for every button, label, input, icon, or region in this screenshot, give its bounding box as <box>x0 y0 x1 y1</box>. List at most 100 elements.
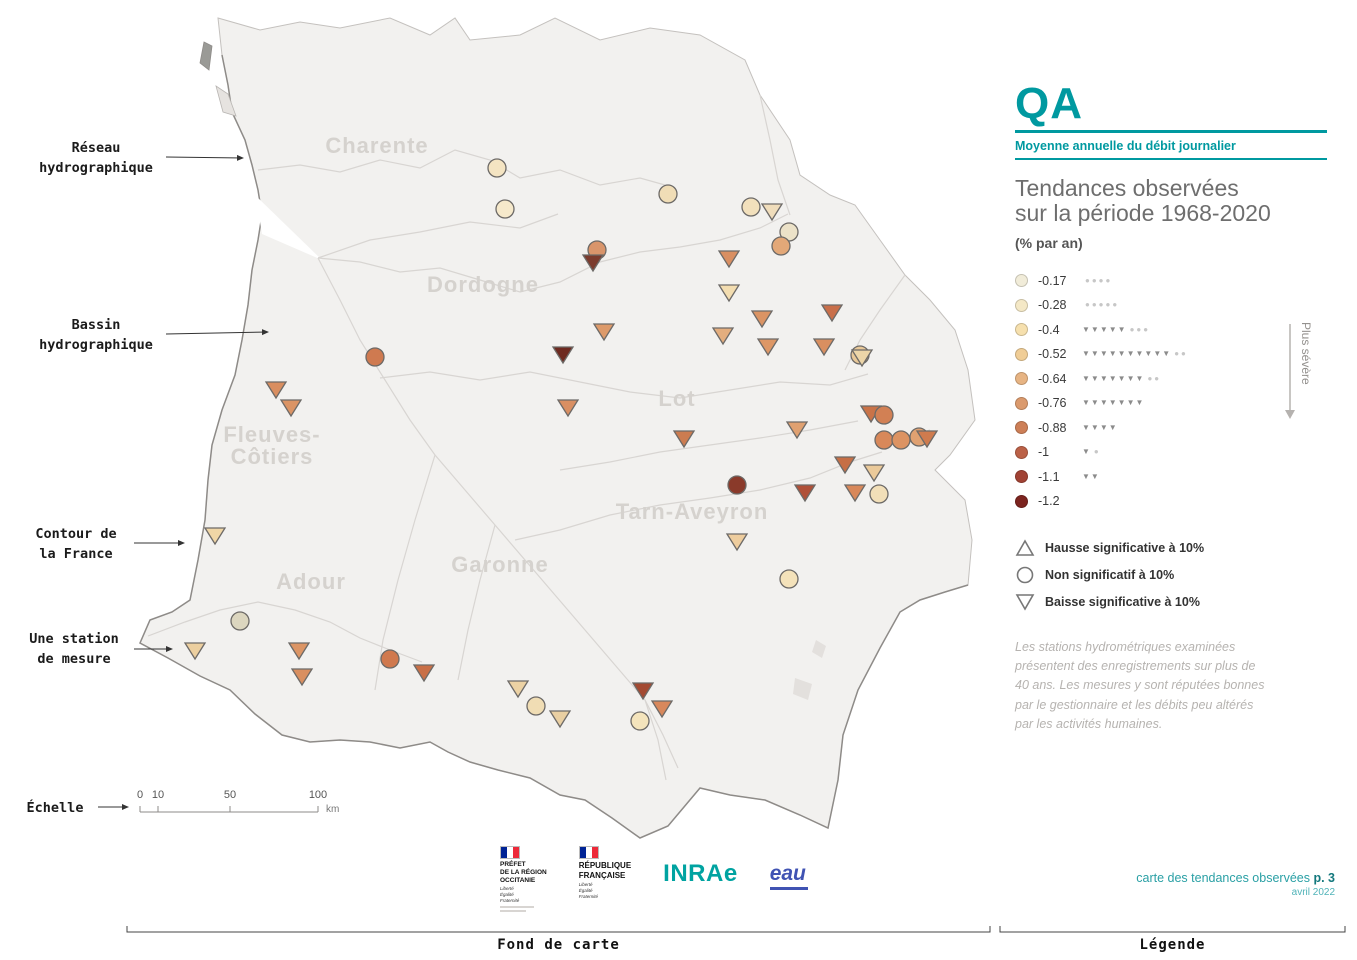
legend-scale-row: -0.88 ▼▼▼▼ <box>1015 416 1327 441</box>
page-caption: carte des tendances observées p. 3 avril… <box>1136 871 1335 898</box>
station-marker[interactable] <box>793 484 817 503</box>
color-swatch <box>1015 494 1028 508</box>
bracket-label-legende: Légende <box>1139 937 1206 953</box>
station-marker[interactable] <box>812 338 836 357</box>
station-marker[interactable] <box>287 642 311 661</box>
triangle-up-icon <box>1015 538 1035 556</box>
station-marker[interactable] <box>874 430 894 450</box>
station-marker[interactable] <box>725 533 749 552</box>
station-marker[interactable] <box>548 710 572 729</box>
distribution-markers: ●●●●● <box>1085 300 1120 310</box>
station-marker[interactable] <box>279 399 303 418</box>
logo-motto: Liberté Égalité Fraternité <box>500 886 520 904</box>
station-marker[interactable] <box>380 649 400 669</box>
severity-axis: Plus sévère <box>1283 322 1313 430</box>
station-marker[interactable] <box>711 327 735 346</box>
region-label: Tarn-Aveyron <box>616 499 769 524</box>
color-swatch <box>1015 421 1028 435</box>
distribution-markers: ▼▼▼▼ <box>1082 422 1118 432</box>
prefet-occitanie-logo: PRÉFET DE LA RÉGION OCCITANIE Liberté Ég… <box>500 846 547 912</box>
footer-logos: PRÉFET DE LA RÉGION OCCITANIE Liberté Ég… <box>500 846 808 912</box>
station-marker[interactable] <box>506 680 530 699</box>
legend-scale-row: -0.17 ●●●● <box>1015 269 1327 294</box>
lagoon <box>812 640 826 658</box>
station-marker[interactable] <box>741 197 761 217</box>
region-label: Lot <box>658 386 695 411</box>
annotation-arrows <box>98 154 269 810</box>
station-marker[interactable] <box>487 158 507 178</box>
color-swatch <box>1015 470 1028 484</box>
caption-date: avril 2022 <box>1291 887 1335 898</box>
scale-bar-tick-label: 10 <box>152 789 164 801</box>
logo-motto: Liberté Égalité Fraternité <box>578 882 598 899</box>
logo-text: OCCITANIE <box>500 876 536 884</box>
station-marker[interactable] <box>727 475 747 495</box>
station-marker[interactable] <box>365 347 385 367</box>
legend-panel: QA Moyenne annuelle du débit journalier … <box>1015 82 1327 734</box>
legend-scale-row: -1.1 ▼▼ <box>1015 465 1327 490</box>
station-marker[interactable] <box>756 338 780 357</box>
station-marker[interactable] <box>820 304 844 323</box>
station-marker[interactable] <box>183 642 207 661</box>
station-marker[interactable] <box>843 484 867 503</box>
station-marker[interactable] <box>760 203 784 222</box>
station-marker[interactable] <box>915 430 939 449</box>
station-marker[interactable] <box>658 184 678 204</box>
station-marker[interactable] <box>650 700 674 719</box>
triangle-down-icon <box>1015 593 1035 611</box>
divider <box>1015 158 1327 160</box>
legend-scale-row: -0.4 ▼▼▼▼▼ ●●● <box>1015 318 1327 343</box>
inrae-logo: INRAe <box>663 860 738 887</box>
scale-bar <box>139 806 319 813</box>
station-marker[interactable] <box>412 664 436 683</box>
legend-scale-row: -1 ▼ ● <box>1015 440 1327 465</box>
station-marker[interactable] <box>556 399 580 418</box>
station-marker[interactable] <box>551 346 575 365</box>
station-marker[interactable] <box>717 284 741 303</box>
distribution-markers: ▼ ● <box>1082 447 1101 457</box>
legend-heading: Tendances observées sur la période 1968-… <box>1015 175 1271 227</box>
station-marker[interactable] <box>203 527 227 546</box>
annotation-bassin-hydrographique: Bassin hydrographique <box>39 317 153 353</box>
station-marker[interactable] <box>230 611 250 631</box>
region-label: Fleuves- <box>223 422 320 447</box>
station-marker[interactable] <box>891 430 911 450</box>
shape-legend-non-significatif: Non significatif à 10% <box>1015 565 1327 585</box>
station-marker[interactable] <box>833 456 857 475</box>
color-swatch <box>1015 274 1028 288</box>
annotation-contour-france: Contour de la France <box>35 526 117 562</box>
scale-value: -0.64 <box>1038 371 1067 386</box>
station-marker[interactable] <box>592 323 616 342</box>
color-swatch <box>1015 347 1028 361</box>
logo-text: DE LA RÉGION <box>500 868 547 876</box>
station-marker[interactable] <box>630 711 650 731</box>
logo-detail <box>500 909 526 912</box>
station-marker[interactable] <box>290 668 314 687</box>
shape-legend-hausse: Hausse significative à 10% <box>1015 538 1327 558</box>
severity-label: Plus sévère <box>1299 322 1313 385</box>
station-marker[interactable] <box>526 696 546 716</box>
french-flag-icon <box>500 846 520 859</box>
station-marker[interactable] <box>581 254 605 273</box>
station-marker[interactable] <box>264 381 288 400</box>
legend-unit: (% par an) <box>1015 234 1083 251</box>
station-marker[interactable] <box>631 682 655 701</box>
footer-brackets <box>126 926 1346 933</box>
annotation-station-mesure: Une station de mesure <box>29 631 119 667</box>
station-marker[interactable] <box>771 236 791 256</box>
station-marker[interactable] <box>785 421 809 440</box>
station-marker[interactable] <box>862 464 886 483</box>
shape-label: Hausse significative à 10% <box>1045 540 1205 555</box>
station-marker[interactable] <box>874 405 894 425</box>
station-marker[interactable] <box>672 430 696 449</box>
logo-text: PRÉFET <box>500 861 526 868</box>
station-marker[interactable] <box>495 199 515 219</box>
annotation-reseau-hydrographique: Réseau hydrographique <box>39 140 153 176</box>
station-marker[interactable] <box>717 250 741 269</box>
station-marker[interactable] <box>850 349 874 368</box>
station-marker[interactable] <box>750 310 774 329</box>
station-marker[interactable] <box>779 569 799 589</box>
eau-logo: eau <box>769 862 808 890</box>
station-marker[interactable] <box>869 484 889 504</box>
